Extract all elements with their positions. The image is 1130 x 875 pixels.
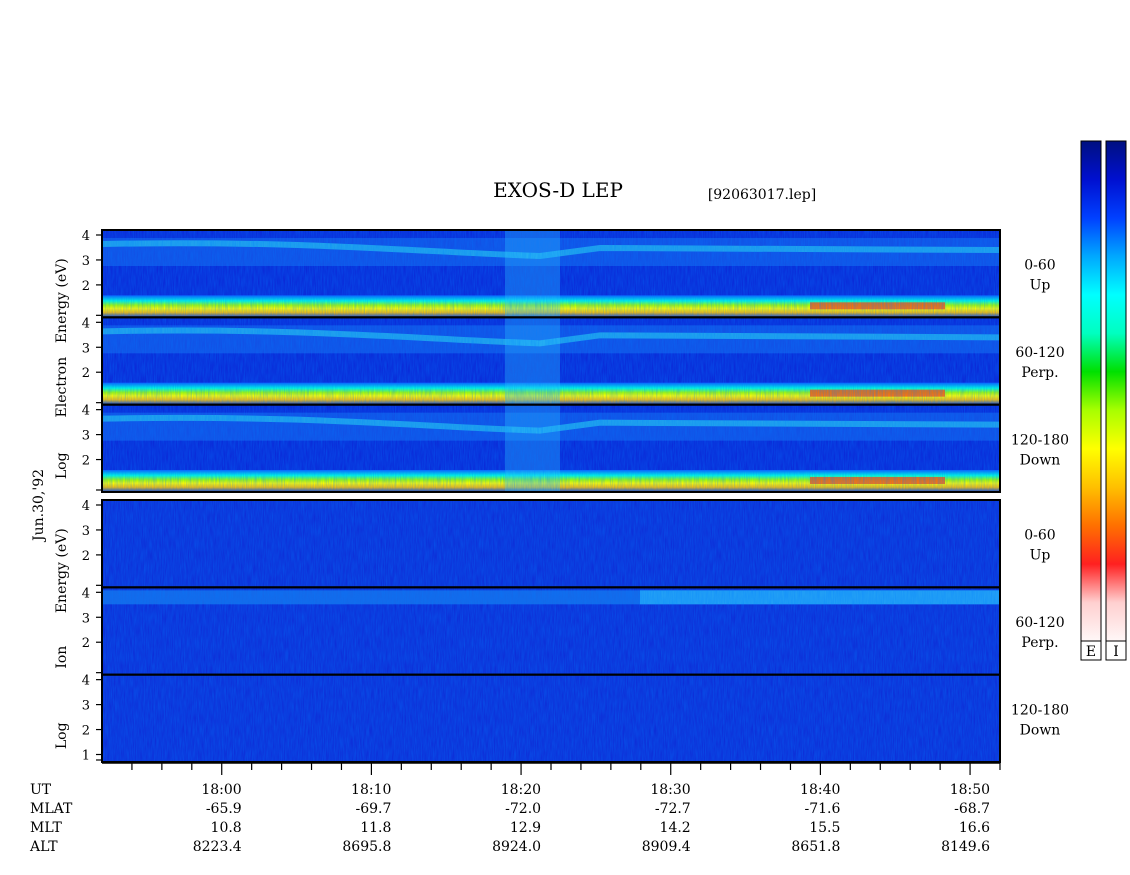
electron-y-tick-label: 4 (82, 229, 90, 244)
ephemeris-value: 18:40 (800, 782, 840, 798)
ion-y-tick-label: 4 (82, 499, 90, 514)
spectrogram-panels (101, 230, 1001, 762)
colorbar-label: E (1086, 644, 1096, 660)
ion-panel-range: 120-180 (1011, 702, 1069, 718)
ion-y-tick-label: 4 (82, 674, 90, 689)
ephemeris-value: 8695.8 (342, 839, 391, 855)
electron-y-tick-label: 2 (82, 366, 90, 381)
electron-panel-range: 60-120 (1015, 345, 1064, 361)
ion-y-tick-label: 2 (82, 724, 90, 739)
ion-panel-direction: Down (1020, 722, 1061, 738)
ephemeris-value: 10.8 (211, 820, 242, 836)
ephemeris-row-label: UT (30, 782, 52, 798)
ephemeris-value: 14.2 (660, 820, 691, 836)
electron-y-tick-label: 4 (82, 316, 90, 331)
ion-y-tick-label: 1 (82, 749, 90, 764)
chart-title: EXOS-D LEP (493, 178, 623, 202)
electron-panel-3 (101, 404, 1001, 492)
ion-ylabel-word: Energy (eV) (54, 528, 70, 613)
ephemeris-value: 18:10 (351, 782, 391, 798)
ephemeris-value: 18:00 (201, 782, 241, 798)
ion-y-tick-label: 3 (82, 611, 90, 626)
ephemeris-value: 11.8 (360, 820, 391, 836)
electron-y-tick-label: 3 (82, 341, 90, 356)
ephemeris-value: -72.0 (505, 801, 541, 817)
date-label: Jun.30,'92 (31, 469, 47, 543)
ephemeris-row-label: MLAT (30, 801, 73, 817)
ephemeris-value: 15.5 (809, 820, 840, 836)
electron-panel-direction: Perp. (1021, 365, 1058, 381)
ion-ylabel-word: Log (54, 722, 70, 749)
panel-noise (102, 404, 1000, 492)
electron-ylabel-word: Log (54, 452, 70, 479)
ephemeris-value: -69.7 (355, 801, 391, 817)
colorbar-E (1080, 140, 1102, 642)
panel-noise (102, 317, 1000, 405)
colorbar-label-box (1105, 640, 1127, 661)
ion-panel-range: 60-120 (1015, 615, 1064, 631)
electron-ylabel-word: Energy (eV) (54, 258, 70, 343)
ephemeris-value: 8651.8 (791, 839, 840, 855)
electron-panel-2 (101, 317, 1001, 405)
ephemeris-value: -68.7 (954, 801, 990, 817)
electron-y-tick-label: 2 (82, 454, 90, 469)
chart-subtitle: [92063017.lep] (708, 187, 816, 203)
ephemeris-value: 8924.0 (492, 839, 541, 855)
electron-ylabel-word: Electron (54, 357, 70, 418)
electron-panel-range: 0-60 (1024, 258, 1055, 274)
ephemeris-table: UT 18:00 18:10 18:20 18:30 18:40 18:50 MLAT -65.… (29, 782, 990, 855)
ion-panel-direction: Up (1030, 548, 1051, 564)
ion-y-tick-label: 2 (82, 549, 90, 564)
panel-axes: 2 3 4 0-60 Up 2 3 4 60-120 Perp. 2 3 4 120-180 Down 2 3 4… (54, 229, 1069, 775)
ion-frame-3 (101, 673, 1001, 763)
electron-panel-direction: Down (1020, 452, 1061, 468)
electron-frame-3 (101, 403, 1001, 493)
ion-panel-direction: Perp. (1021, 635, 1058, 651)
ephemeris-value: -72.7 (655, 801, 691, 817)
ion-panel-3 (102, 674, 1000, 762)
ion-y-tick-label: 4 (82, 586, 90, 601)
ephemeris-value: 8909.4 (642, 839, 691, 855)
colorbar-label-box (1080, 640, 1102, 661)
ion-panel-1 (102, 500, 1000, 588)
ephemeris-value: -65.9 (206, 801, 242, 817)
ion-panel-2 (102, 587, 1000, 675)
electron-panel-direction: Up (1030, 278, 1051, 294)
ephemeris-value: 12.9 (510, 820, 541, 836)
ephemeris-value: 18:20 (501, 782, 541, 798)
electron-panel-range: 120-180 (1011, 432, 1069, 448)
panel-noise (102, 674, 1000, 762)
panel-noise (102, 587, 1000, 675)
ephemeris-value: -71.6 (804, 801, 840, 817)
ephemeris-value: 8149.6 (941, 839, 990, 855)
electron-panel-1 (101, 230, 1001, 318)
ephemeris-value: 8223.4 (193, 839, 242, 855)
colorbar-label: I (1113, 644, 1119, 660)
panel-noise (102, 230, 1000, 318)
ephemeris-row-label: MLT (30, 820, 62, 836)
ephemeris-row-label: ALT (29, 839, 58, 855)
ion-y-tick-label: 3 (82, 524, 90, 539)
ion-ylabel-word: Ion (54, 646, 70, 669)
ion-y-tick-label: 2 (82, 636, 90, 651)
ion-panel-range: 0-60 (1024, 528, 1055, 544)
electron-y-tick-label: 2 (82, 279, 90, 294)
electron-y-tick-label: 3 (82, 429, 90, 444)
ephemeris-value: 18:30 (650, 782, 690, 798)
ephemeris-value: 16.6 (959, 820, 990, 836)
electron-y-tick-label: 4 (82, 404, 90, 419)
ion-y-tick-label: 3 (82, 699, 90, 714)
electron-y-tick-label: 3 (82, 254, 90, 269)
ephemeris-value: 18:50 (950, 782, 990, 798)
panel-noise (102, 500, 1000, 588)
colorbar-I (1105, 140, 1127, 642)
